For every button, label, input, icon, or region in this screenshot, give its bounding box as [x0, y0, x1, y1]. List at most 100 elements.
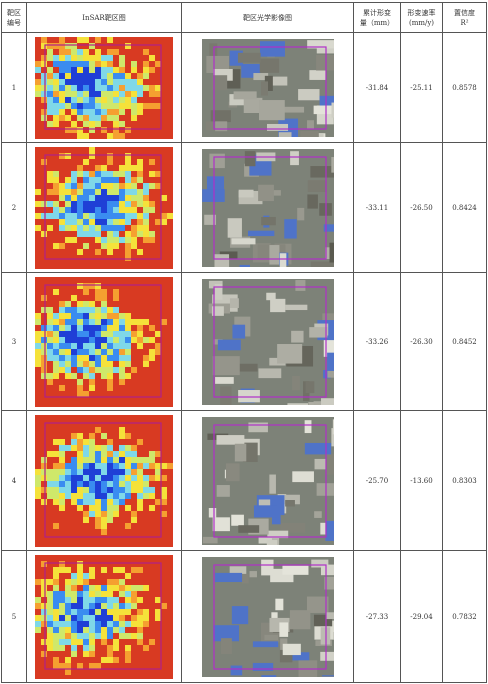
pixel: [47, 522, 53, 529]
pixel: [161, 194, 167, 201]
building: [202, 536, 218, 543]
pixel: [149, 378, 155, 385]
pixel: [119, 170, 125, 177]
building: [326, 611, 334, 619]
pixel: [125, 306, 131, 313]
pixel: [107, 132, 113, 139]
pixel: [155, 650, 161, 657]
pixel: [107, 420, 113, 427]
pixel: [119, 84, 125, 91]
pixel: [47, 528, 53, 535]
pixel: [59, 300, 65, 307]
pixel: [65, 674, 71, 679]
pixel: [53, 540, 59, 547]
pixel: [41, 48, 47, 55]
pixel: [59, 324, 65, 331]
pixel: [83, 644, 89, 651]
pixel: [77, 84, 83, 91]
pixel: [131, 342, 137, 349]
pixel: [71, 300, 77, 307]
pixel: [155, 534, 161, 541]
pixel: [125, 602, 131, 609]
pixel: [71, 288, 77, 295]
pixel: [137, 236, 143, 243]
pixel: [155, 312, 161, 319]
pixel: [155, 516, 161, 523]
pixel: [107, 66, 113, 73]
pixel: [125, 632, 131, 639]
table-row: 1 -31.84 -25.11 0.8578: [1, 32, 487, 143]
pixel: [137, 614, 143, 621]
pixel: [47, 560, 53, 567]
pixel: [107, 248, 113, 255]
pixel: [59, 164, 65, 171]
pixel: [53, 126, 59, 133]
pixel: [89, 468, 95, 475]
pixel: [41, 560, 47, 567]
pixel: [71, 674, 77, 679]
pixel: [167, 372, 173, 379]
pixel: [41, 450, 47, 457]
pixel: [119, 614, 125, 621]
pixel: [137, 126, 143, 133]
pixel: [107, 48, 113, 55]
pixel: [77, 426, 83, 433]
pixel: [95, 282, 101, 289]
pixel: [113, 602, 119, 609]
pixel: [89, 176, 95, 183]
pixel: [89, 366, 95, 373]
pixel: [89, 194, 95, 201]
pixel: [167, 644, 173, 651]
pixel: [35, 176, 41, 183]
pixel: [83, 468, 89, 475]
cell: 0.8452: [442, 272, 487, 411]
pixel: [59, 480, 65, 487]
pixel: [95, 492, 101, 499]
pixel: [71, 456, 77, 463]
pixel: [101, 182, 107, 189]
pixel: [95, 206, 101, 213]
pixel: [149, 650, 155, 657]
pixel: [125, 668, 131, 675]
pixel: [65, 572, 71, 579]
pixel: [113, 534, 119, 541]
pixel: [95, 522, 101, 529]
pixel: [95, 596, 101, 603]
pixel: [167, 632, 173, 639]
pixel: [71, 306, 77, 313]
image-cell: [181, 550, 354, 683]
pixel: [35, 554, 41, 561]
pixel: [113, 432, 119, 439]
pixel: [107, 602, 113, 609]
pixel: [77, 462, 83, 469]
pixel: [161, 158, 167, 165]
pixel: [113, 218, 119, 225]
table-row: 3 -33.26 -26.30 0.8452: [1, 272, 487, 411]
building: [278, 131, 292, 137]
pixel: [53, 450, 59, 457]
pixel: [167, 318, 173, 325]
header-text: InSAR靶区图: [82, 13, 126, 22]
building: [330, 427, 334, 446]
pixel: [47, 540, 53, 547]
pixel: [59, 554, 65, 561]
pixel: [143, 584, 149, 591]
pixel: [53, 170, 59, 177]
pixel: [89, 132, 95, 139]
pixel: [161, 614, 167, 621]
pixel: [149, 120, 155, 127]
pixel: [41, 578, 47, 585]
pixel: [113, 390, 119, 397]
pixel: [137, 516, 143, 523]
pixel: [113, 474, 119, 481]
pixel: [107, 504, 113, 511]
pixel: [77, 318, 83, 325]
pixel: [59, 360, 65, 367]
pixel: [161, 540, 167, 547]
pixel: [113, 90, 119, 97]
building: [239, 264, 250, 267]
building: [321, 312, 334, 323]
pixel: [65, 522, 71, 529]
pixel: [167, 188, 173, 195]
pixel: [89, 84, 95, 91]
